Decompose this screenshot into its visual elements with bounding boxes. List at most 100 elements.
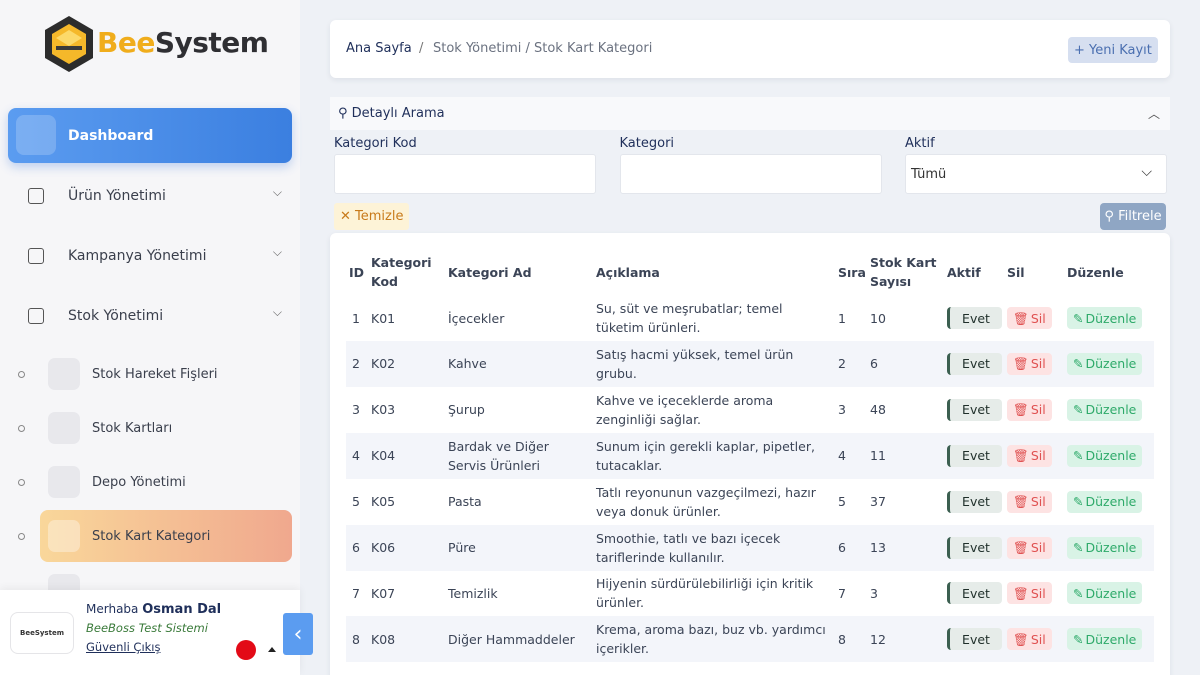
- cell-text: Kahve ve içeceklerde aroma zenginliği sa…: [596, 392, 774, 427]
- menu-item[interactable]: Kampanya Yönetimi ⌵: [8, 228, 292, 283]
- cell-text: Şurup: [448, 402, 485, 418]
- cell-name: Diğer Hammaddeler: [448, 616, 588, 662]
- cell-delete: 🗑 Sil: [1007, 570, 1052, 616]
- cell-order: 6: [838, 525, 868, 571]
- cell-text: K08: [371, 631, 396, 647]
- sidebar-toggle[interactable]: ‹: [283, 613, 313, 655]
- text-input[interactable]: [619, 154, 882, 194]
- sub-item[interactable]: Stok Hareket Fişleri: [18, 348, 292, 400]
- new-button[interactable]: + Yeni Kayıt: [1068, 37, 1158, 63]
- logo-text: BeeSystem: [97, 26, 269, 59]
- delete-label: Sil: [1030, 402, 1046, 418]
- edit-button[interactable]: ✎ Düzenle: [1067, 352, 1143, 375]
- cell-delete: 🗑 Sil: [1007, 387, 1052, 433]
- filter-header[interactable]: ⚲ Detaylı Arama ︿: [330, 97, 1170, 130]
- column-header: Stok Kart Sayısı: [870, 255, 937, 289]
- cell-name: Kahve: [448, 341, 588, 387]
- delete-button[interactable]: 🗑 Sil: [1007, 352, 1052, 375]
- edit-label: Düzenle: [1085, 494, 1137, 510]
- sub-item[interactable]: Stok Kart Kategori: [18, 510, 292, 562]
- cell-name: Püre: [448, 525, 588, 571]
- lang-caret[interactable]: [268, 647, 276, 652]
- cell-text: İçecekler: [448, 310, 505, 326]
- column-header: Kategori Kod: [371, 255, 432, 289]
- cell-id: 6: [352, 525, 372, 571]
- cell-delete: 🗑 Sil: [1007, 295, 1052, 341]
- column-header: Açıklama: [596, 265, 660, 280]
- menu-item[interactable]: Ürün Yönetimi ⌵: [8, 168, 292, 223]
- table-row: 5 K05 Pasta Tatlı reyonunun vazgeçilmezi, h…: [346, 479, 1154, 525]
- sub-item[interactable]: Stok Kartları: [18, 402, 292, 454]
- cell-order: 5: [838, 479, 868, 525]
- user-panel: BeeSystem Merhaba Osman Dal BeeBoss Test…: [0, 590, 300, 675]
- delete-button[interactable]: 🗑 Sil: [1007, 582, 1052, 605]
- menu-label: Kampanya Yönetimi: [68, 247, 207, 264]
- delete-label: Sil: [1030, 540, 1046, 555]
- breadcrumb-separator: /: [419, 41, 424, 56]
- cell-text: 6: [352, 540, 360, 555]
- edit-button[interactable]: ✎ Düzenle: [1067, 536, 1143, 559]
- menu-icon: [28, 248, 44, 264]
- cell-count: 11: [870, 433, 940, 479]
- edit-label: Düzenle: [1085, 631, 1137, 647]
- delete-button[interactable]: 🗑 Sil: [1007, 490, 1052, 513]
- cell-description: Krema, aroma bazı, buz vb. yardımcı içer…: [596, 616, 834, 662]
- cell-text: Su, süt ve meşrubatlar; temel tüketim ür…: [596, 301, 783, 335]
- active-badge: Evet: [947, 628, 1002, 651]
- cell-count: 10: [870, 295, 940, 341]
- cell-text: 37: [870, 494, 886, 510]
- cell-code: K07: [371, 570, 441, 616]
- cell-edit: ✎ Düzenle: [1067, 525, 1143, 571]
- menu-item[interactable]: Stok Yönetimi ⌵: [8, 288, 292, 343]
- edit-button[interactable]: ✎ Düzenle: [1067, 582, 1143, 605]
- table-row: 4 K04 Bardak ve Diğer Servis Ürünleri Sunum…: [346, 432, 1154, 479]
- user-name: Osman Dal: [142, 602, 222, 617]
- cell-active: Evet: [947, 295, 1002, 341]
- active-badge: Evet: [947, 307, 1002, 329]
- logo-icon: [45, 16, 93, 72]
- cell-text: 4: [838, 448, 846, 464]
- filter-title-text: Detaylı Arama: [351, 106, 445, 121]
- delete-button[interactable]: 🗑 Sil: [1007, 536, 1052, 559]
- edit-button[interactable]: ✎ Düzenle: [1067, 398, 1143, 421]
- breadcrumb-home[interactable]: Ana Sayfa: [346, 41, 412, 56]
- filter-title: ⚲ Detaylı Arama: [338, 106, 445, 121]
- active-badge: Evet: [947, 352, 1002, 375]
- cell-code: K04: [371, 433, 441, 479]
- cell-text: 2: [352, 356, 360, 372]
- logout-link[interactable]: Güvenli Çıkış: [86, 640, 161, 654]
- edit-button[interactable]: ✎ Düzenle: [1067, 444, 1143, 467]
- delete-button[interactable]: 🗑 Sil: [1007, 307, 1052, 329]
- edit-button[interactable]: ✎ Düzenle: [1067, 307, 1143, 329]
- cell-text: 1: [838, 310, 846, 326]
- clear-button[interactable]: ✕ Temizle: [334, 203, 410, 230]
- cell-edit: ✎ Düzenle: [1067, 616, 1143, 662]
- filter-button[interactable]: ⚲ Filtrele: [1100, 203, 1166, 230]
- cell-text: Krema, aroma bazı, buz vb. yardımcı içer…: [596, 622, 826, 657]
- bullet: [18, 479, 25, 486]
- select[interactable]: Tümü ⌵: [905, 154, 1167, 194]
- column-header: Sil: [1007, 265, 1025, 280]
- collapse-icon[interactable]: ︿: [1147, 107, 1160, 121]
- delete-button[interactable]: 🗑 Sil: [1007, 444, 1052, 467]
- cell-delete: 🗑 Sil: [1007, 433, 1052, 479]
- cell-edit: ✎ Düzenle: [1067, 570, 1143, 616]
- active-badge: Evet: [947, 398, 1002, 421]
- cell-text: 12: [870, 631, 886, 647]
- cell-edit: ✎ Düzenle: [1067, 295, 1143, 341]
- edit-button[interactable]: ✎ Düzenle: [1067, 628, 1143, 651]
- text-input[interactable]: [334, 154, 596, 194]
- sub-item[interactable]: Depo Yönetimi: [18, 456, 292, 508]
- greeting: Merhaba Osman Dal: [86, 602, 221, 617]
- cell-text: 13: [870, 540, 886, 555]
- cell-description: Tatlı reyonunun vazgeçilmezi, hazır veya…: [596, 479, 834, 525]
- delete-button[interactable]: 🗑 Sil: [1007, 398, 1052, 421]
- cell-text: K02: [371, 356, 396, 372]
- flag-tr[interactable]: [236, 640, 256, 660]
- edit-button[interactable]: ✎ Düzenle: [1067, 490, 1143, 513]
- edit-label: Düzenle: [1085, 402, 1137, 418]
- delete-button[interactable]: 🗑 Sil: [1007, 628, 1052, 651]
- menu-item[interactable]: Dashboard: [8, 108, 292, 163]
